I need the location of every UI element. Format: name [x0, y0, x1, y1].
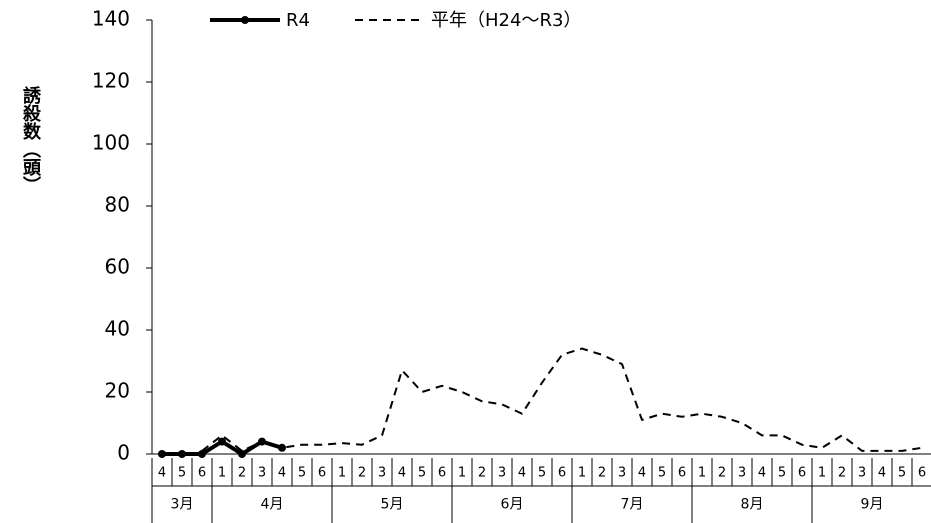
legend-marker [241, 16, 249, 24]
x-tick-label: 3 [618, 466, 626, 481]
x-tick-label: 3 [258, 466, 266, 481]
x-tick-label: 5 [658, 466, 666, 481]
x-tick-label: 5 [778, 466, 786, 481]
x-tick-label: 3 [858, 466, 866, 481]
x-tick-label: 3 [738, 466, 746, 481]
x-tick-label: 4 [158, 466, 166, 481]
series-line [201, 347, 923, 452]
x-tick-label: 1 [818, 466, 826, 481]
x-tick-label: 5 [538, 466, 546, 481]
x-tick-label: 6 [558, 466, 566, 481]
y-tick-label: 20 [105, 379, 130, 403]
x-tick-label: 5 [298, 466, 306, 481]
legend-label: 平年（H24～R3） [431, 10, 581, 31]
x-tick-label: 2 [598, 466, 606, 481]
point [178, 450, 186, 458]
group-label: 5月 [381, 497, 404, 513]
x-tick-label: 1 [458, 466, 466, 481]
x-tick-label: 4 [638, 466, 646, 481]
x-tick-label: 6 [798, 466, 806, 481]
x-tick-label: 4 [518, 466, 526, 481]
point [158, 450, 166, 458]
x-tick-label: 6 [198, 466, 206, 481]
x-tick-label: 2 [718, 466, 726, 481]
group-label: 6月 [501, 497, 524, 513]
y-tick-label: 0 [117, 441, 130, 465]
x-tick-label: 2 [238, 466, 246, 481]
point [278, 443, 286, 452]
x-tick-label: 1 [578, 466, 586, 481]
x-tick-label: 4 [278, 466, 286, 481]
legend-label: R4 [286, 10, 310, 31]
x-tick-label: 1 [218, 466, 226, 481]
x-tick-label: 6 [318, 466, 326, 481]
y-tick-label: 60 [105, 255, 130, 279]
x-tick-label: 5 [898, 466, 906, 481]
x-tick-label: 6 [918, 466, 926, 481]
y-tick-label: 140 [92, 7, 130, 31]
y-tick-label: 80 [105, 193, 130, 217]
x-tick-label: 3 [498, 466, 506, 481]
y-tick-label: 100 [92, 131, 130, 155]
x-tick-label: 5 [178, 466, 186, 481]
y-tick-label: 120 [92, 69, 130, 93]
group-label: 9月 [861, 497, 884, 513]
x-tick-label: 6 [678, 466, 686, 481]
group-label: 8月 [741, 497, 764, 513]
group-label: 3月 [171, 497, 194, 513]
x-tick-label: 1 [698, 466, 706, 481]
x-tick-label: 5 [418, 466, 426, 481]
x-tick-label: 2 [478, 466, 486, 481]
x-tick-label: 3 [378, 466, 386, 481]
x-tick-label: 4 [758, 466, 766, 481]
x-tick-label: 4 [878, 466, 886, 481]
x-tick-label: 6 [438, 466, 446, 481]
x-tick-label: 1 [338, 466, 346, 481]
x-tick-label: 2 [838, 466, 846, 481]
y-axis-label: 誘殺数（頭） [20, 85, 42, 194]
group-label: 4月 [261, 497, 284, 513]
point [238, 450, 246, 458]
group-label: 7月 [621, 497, 644, 513]
y-tick-label: 40 [105, 317, 130, 341]
point [218, 437, 226, 446]
x-tick-label: 4 [398, 466, 406, 481]
point [198, 450, 206, 458]
x-tick-label: 2 [358, 466, 366, 481]
